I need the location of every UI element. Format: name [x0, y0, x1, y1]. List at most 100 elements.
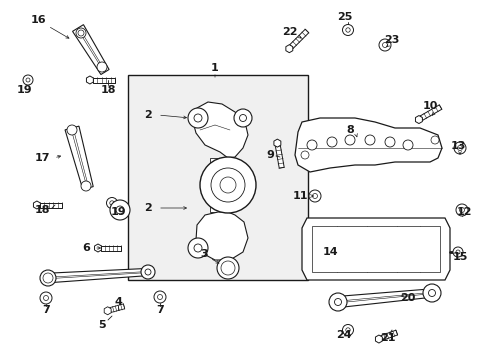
Text: 23: 23	[384, 35, 399, 45]
Circle shape	[382, 42, 386, 48]
Polygon shape	[196, 212, 247, 260]
Circle shape	[308, 190, 320, 202]
Polygon shape	[273, 139, 280, 147]
Polygon shape	[104, 307, 111, 315]
Circle shape	[76, 28, 86, 38]
Circle shape	[78, 30, 84, 36]
Polygon shape	[337, 289, 431, 307]
Circle shape	[345, 328, 349, 332]
Circle shape	[342, 24, 353, 36]
Text: 19: 19	[16, 85, 32, 95]
Circle shape	[97, 62, 107, 72]
Circle shape	[154, 291, 165, 303]
Polygon shape	[72, 24, 109, 75]
Circle shape	[40, 292, 52, 304]
Polygon shape	[375, 335, 382, 343]
Text: 24: 24	[336, 330, 351, 340]
Text: 9: 9	[265, 150, 273, 160]
Circle shape	[43, 273, 53, 283]
Circle shape	[23, 75, 33, 85]
Circle shape	[221, 261, 235, 275]
Polygon shape	[209, 158, 227, 212]
Polygon shape	[192, 102, 247, 158]
Circle shape	[378, 39, 390, 51]
Circle shape	[116, 206, 124, 214]
Circle shape	[384, 137, 394, 147]
Text: 5: 5	[98, 320, 105, 330]
Polygon shape	[285, 45, 292, 53]
Circle shape	[306, 140, 316, 150]
Text: 8: 8	[346, 125, 353, 135]
Polygon shape	[94, 244, 101, 252]
Text: 16: 16	[30, 15, 46, 25]
Polygon shape	[415, 116, 422, 123]
Polygon shape	[419, 105, 441, 120]
Text: 17: 17	[34, 153, 50, 163]
Circle shape	[194, 114, 202, 122]
Polygon shape	[289, 29, 308, 48]
Text: 10: 10	[422, 101, 437, 111]
Circle shape	[26, 78, 30, 82]
Circle shape	[328, 293, 346, 311]
Circle shape	[430, 136, 438, 144]
Bar	[128, 75, 307, 280]
Polygon shape	[311, 226, 439, 272]
Polygon shape	[93, 77, 115, 82]
Circle shape	[106, 198, 117, 208]
Text: 2: 2	[144, 203, 152, 213]
Text: 13: 13	[449, 141, 465, 151]
Polygon shape	[48, 269, 148, 283]
Circle shape	[43, 296, 48, 301]
Text: 25: 25	[337, 12, 352, 22]
Circle shape	[187, 238, 207, 258]
Text: 7: 7	[156, 305, 163, 315]
Circle shape	[452, 247, 462, 257]
Text: 20: 20	[400, 293, 415, 303]
Text: 3: 3	[200, 249, 207, 259]
Circle shape	[223, 264, 232, 273]
Text: 1: 1	[211, 63, 219, 73]
Polygon shape	[40, 202, 62, 207]
Polygon shape	[101, 246, 121, 251]
Circle shape	[220, 177, 236, 193]
Circle shape	[301, 151, 308, 159]
Polygon shape	[302, 218, 449, 280]
Circle shape	[234, 109, 251, 127]
Polygon shape	[275, 146, 284, 168]
Circle shape	[187, 108, 207, 128]
Polygon shape	[110, 304, 124, 312]
Polygon shape	[33, 201, 41, 209]
Circle shape	[342, 324, 353, 336]
Circle shape	[457, 145, 462, 150]
Circle shape	[200, 157, 256, 213]
Circle shape	[217, 257, 239, 279]
Circle shape	[67, 125, 77, 135]
Text: 18: 18	[34, 205, 50, 215]
Circle shape	[40, 270, 56, 286]
Circle shape	[110, 201, 114, 205]
Circle shape	[145, 269, 151, 275]
Circle shape	[45, 275, 51, 281]
Polygon shape	[380, 330, 397, 340]
Circle shape	[364, 135, 374, 145]
Circle shape	[239, 114, 246, 122]
Text: 19: 19	[110, 207, 125, 217]
Polygon shape	[65, 126, 93, 189]
Circle shape	[210, 168, 244, 202]
Text: 11: 11	[292, 191, 307, 201]
Circle shape	[157, 294, 162, 300]
Circle shape	[455, 204, 467, 216]
Circle shape	[427, 289, 435, 297]
Circle shape	[345, 135, 354, 145]
Circle shape	[453, 142, 465, 154]
Text: 18: 18	[100, 85, 116, 95]
Text: 22: 22	[282, 27, 297, 37]
Circle shape	[422, 284, 440, 302]
Text: 15: 15	[451, 252, 467, 262]
Circle shape	[402, 140, 412, 150]
Circle shape	[312, 194, 317, 198]
Text: 4: 4	[114, 297, 122, 307]
Text: 21: 21	[380, 333, 395, 343]
Polygon shape	[294, 118, 441, 172]
Circle shape	[326, 137, 336, 147]
